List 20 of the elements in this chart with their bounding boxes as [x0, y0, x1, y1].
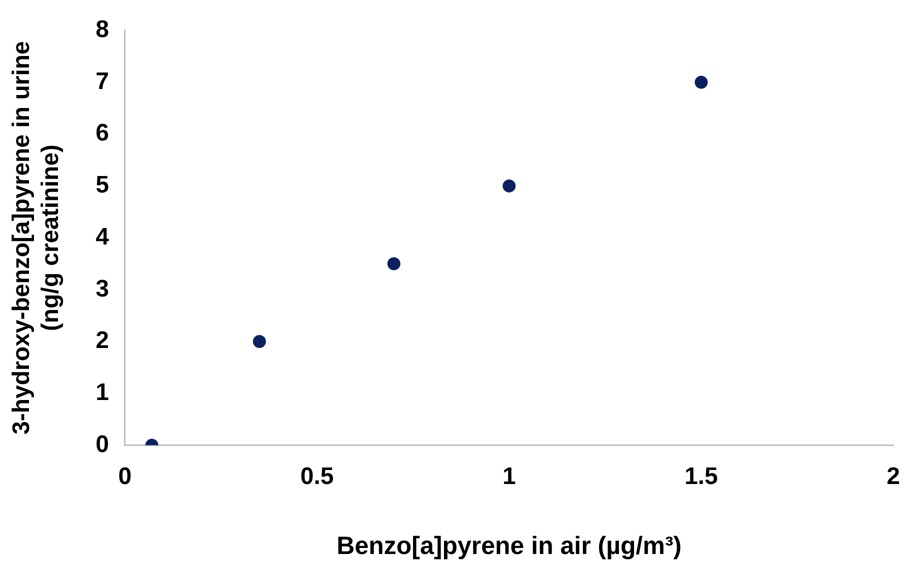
x-tick-label: 1.5	[684, 463, 718, 490]
y-tick-label: 5	[96, 172, 109, 199]
y-tick-label: 4	[96, 223, 110, 250]
y-tick-label: 6	[96, 120, 109, 147]
y-tick-label: 2	[96, 327, 109, 354]
x-tick-label: 2	[886, 463, 900, 490]
y-tick-label: 3	[96, 275, 109, 302]
y-tick-label: 0	[96, 430, 109, 458]
y-axis-title: 3-hydroxy-benzo[a]pyrene in urine (ng/g creatinine)	[8, 41, 64, 435]
x-axis-title: Benzo[a]pyrene in air (µg/m³)	[336, 532, 682, 560]
x-tick-label: 0	[118, 463, 132, 490]
x-tick-label: 0.5	[300, 463, 334, 490]
y-tick-label: 1	[96, 378, 109, 406]
y-tick-label: 8	[96, 16, 109, 44]
point	[694, 76, 708, 89]
point	[252, 335, 266, 348]
x-tick-label: 1	[502, 463, 516, 490]
y-tick-label: 7	[96, 68, 109, 95]
point	[387, 257, 400, 270]
point	[502, 179, 516, 192]
